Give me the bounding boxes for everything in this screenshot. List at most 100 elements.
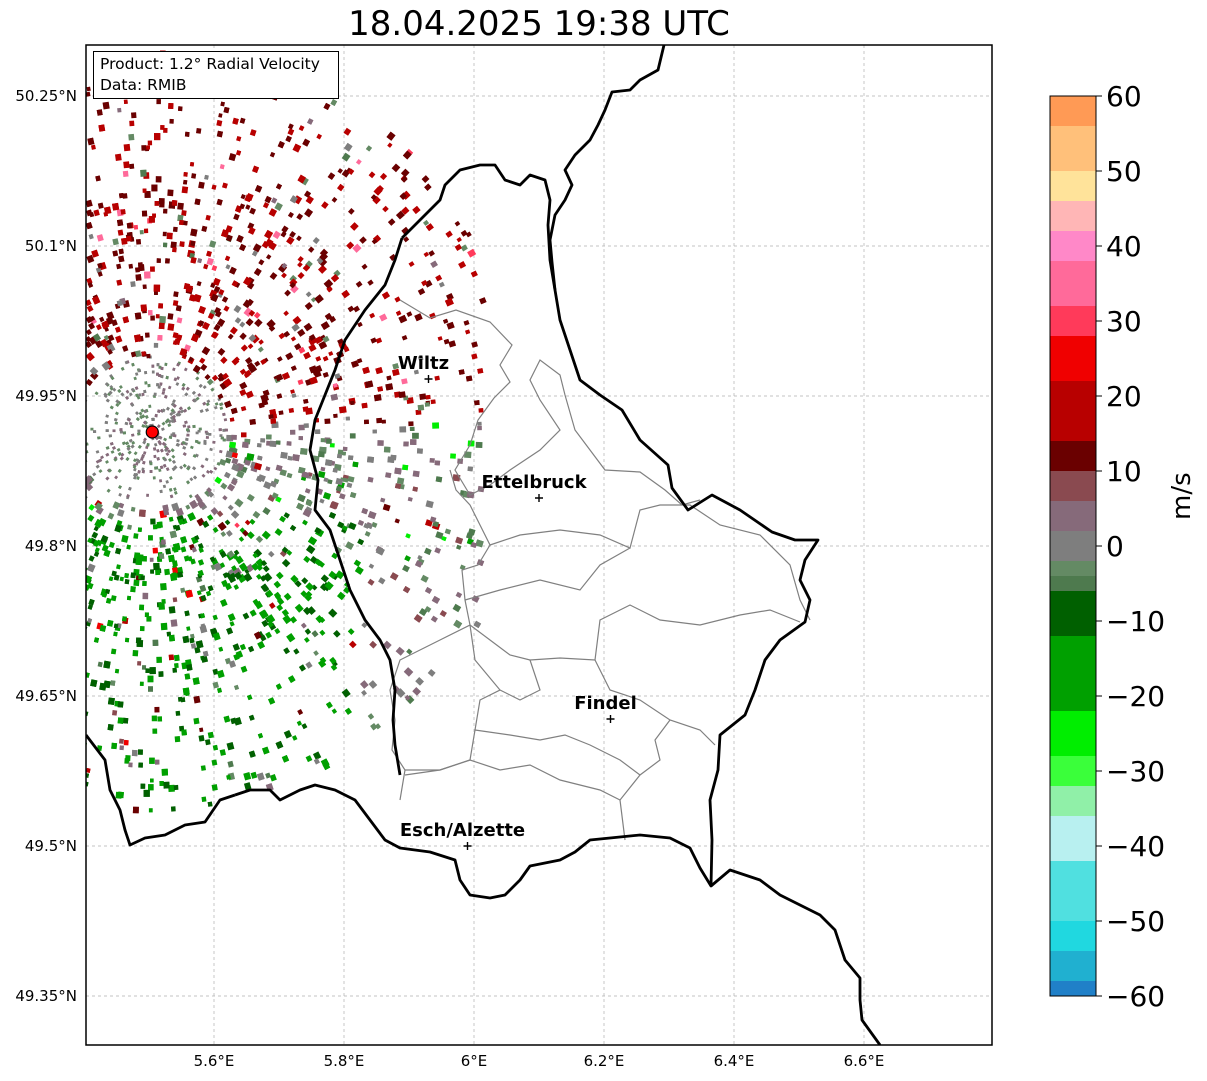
- radar-echo-cell: [352, 243, 362, 253]
- radar-echo-cell: [248, 714, 255, 721]
- radar-echo-cell: [471, 353, 478, 360]
- radar-echo-cell: [115, 402, 120, 407]
- radar-echo-cell: [177, 410, 182, 415]
- radar-echo-cell: [247, 222, 255, 230]
- radar-echo-cell: [158, 373, 162, 378]
- radar-echo-cell: [122, 170, 129, 177]
- radar-echo-cell: [238, 562, 248, 572]
- radar-echo-cell: [176, 442, 180, 447]
- radar-echo-cell: [176, 376, 180, 380]
- radar-echo-cell: [219, 749, 227, 756]
- radar-echo-cell: [349, 492, 357, 499]
- radar-echo-cell: [144, 271, 151, 279]
- radar-echo-cell: [126, 494, 130, 498]
- radar-echo-cell: [282, 614, 292, 625]
- colorbar-tick-label: 50: [1106, 155, 1142, 188]
- radar-echo-cell: [265, 631, 272, 639]
- radar-echo-cell: [130, 572, 136, 579]
- radar-echo-cell: [169, 118, 174, 124]
- radar-echo-cell: [263, 481, 272, 490]
- radar-echo-cell: [106, 488, 111, 493]
- radar-echo-cell: [338, 406, 347, 414]
- radar-echo-cell: [118, 492, 122, 497]
- radar-echo-cell: [371, 238, 378, 245]
- radar-echo-cell: [279, 550, 287, 558]
- radar-echo-cell: [216, 669, 225, 679]
- canton-boundary: [464, 547, 631, 601]
- radar-echo-cell: [212, 614, 218, 621]
- radar-echo-cell: [296, 235, 302, 242]
- radar-echo-cell: [218, 289, 225, 296]
- radar-echo-cell: [127, 450, 132, 455]
- radar-echo-cell: [401, 335, 408, 341]
- radar-echo-cell: [247, 281, 255, 290]
- radar-echo-cell: [337, 591, 346, 601]
- radar-echo-cell: [108, 541, 115, 549]
- radar-echo-cell: [240, 194, 246, 200]
- radar-echo-cell: [108, 576, 114, 582]
- lon-tick-label: 6.2°E: [584, 1052, 625, 1070]
- colorbar-segment: [1050, 201, 1096, 217]
- radar-echo-cell: [165, 375, 169, 380]
- radar-echo-cell: [229, 621, 235, 627]
- radar-echo-cell: [406, 311, 413, 318]
- radar-echo-cell: [150, 266, 155, 272]
- radar-echo-cell: [402, 586, 411, 594]
- france-border: [710, 868, 882, 1045]
- radar-echo-cell: [219, 164, 225, 170]
- radar-echo-cell: [231, 452, 238, 459]
- radar-echo-cell: [212, 744, 218, 751]
- radar-echo-cell: [248, 309, 256, 317]
- radar-echo-cell: [124, 360, 129, 365]
- radar-echo-cell: [348, 207, 355, 215]
- radar-echo-cell: [189, 477, 194, 482]
- radar-echo-cell: [222, 412, 226, 417]
- colorbar-segment: [1050, 111, 1096, 127]
- radar-echo-cell: [198, 547, 204, 553]
- radar-echo-cell: [277, 141, 285, 149]
- canton-boundary: [639, 719, 671, 776]
- radar-echo-cell: [296, 502, 304, 511]
- radar-echo-cell: [258, 259, 265, 266]
- radar-echo-cell: [86, 509, 87, 520]
- radar-echo-cell: [301, 577, 309, 585]
- radar-echo-cell: [181, 386, 186, 391]
- radar-echo-cell: [183, 172, 188, 177]
- radar-echo-cell: [179, 348, 188, 357]
- radar-echo-cell: [163, 457, 168, 462]
- radar-echo-cell: [300, 448, 308, 455]
- radar-echo-cell: [216, 510, 224, 518]
- radar-echo-cell: [249, 418, 256, 425]
- radar-echo-cell: [158, 303, 164, 309]
- radar-echo-cell: [257, 346, 264, 353]
- radar-echo-cell: [290, 574, 299, 583]
- radar-echo-cell: [151, 184, 158, 192]
- radar-echo-cell: [146, 443, 150, 447]
- radar-echo-cell: [87, 618, 93, 624]
- radar-echo-cell: [130, 444, 135, 449]
- radar-echo-cell: [154, 290, 158, 295]
- radar-echo-cell: [260, 438, 266, 443]
- radar-echo-cell: [212, 374, 219, 382]
- radar-echo-cell: [197, 559, 204, 566]
- radar-echo-cell: [291, 735, 298, 741]
- radar-echo-cell: [111, 742, 118, 750]
- radar-echo-cell: [220, 531, 227, 537]
- radar-echo-cell: [191, 390, 196, 395]
- radar-echo-cell: [217, 347, 226, 356]
- radar-echo-cell: [139, 604, 145, 611]
- radar-echo-cell: [217, 372, 224, 379]
- radar-echo-cell: [196, 370, 201, 375]
- colorbar-unit-label: m/s: [1167, 472, 1197, 520]
- radar-echo-cell: [128, 392, 133, 397]
- radar-echo-cell: [302, 138, 311, 147]
- radar-echo-cell: [163, 437, 168, 442]
- radar-echo-cell: [126, 235, 132, 242]
- radar-echo-cell: [318, 264, 327, 274]
- radar-echo-cell: [283, 592, 292, 601]
- radar-echo-cell: [87, 604, 93, 610]
- radar-echo-cell: [110, 648, 117, 655]
- radar-echo-cell: [198, 427, 202, 431]
- radar-echo-cell: [107, 468, 112, 473]
- radar-echo-cell: [386, 375, 392, 381]
